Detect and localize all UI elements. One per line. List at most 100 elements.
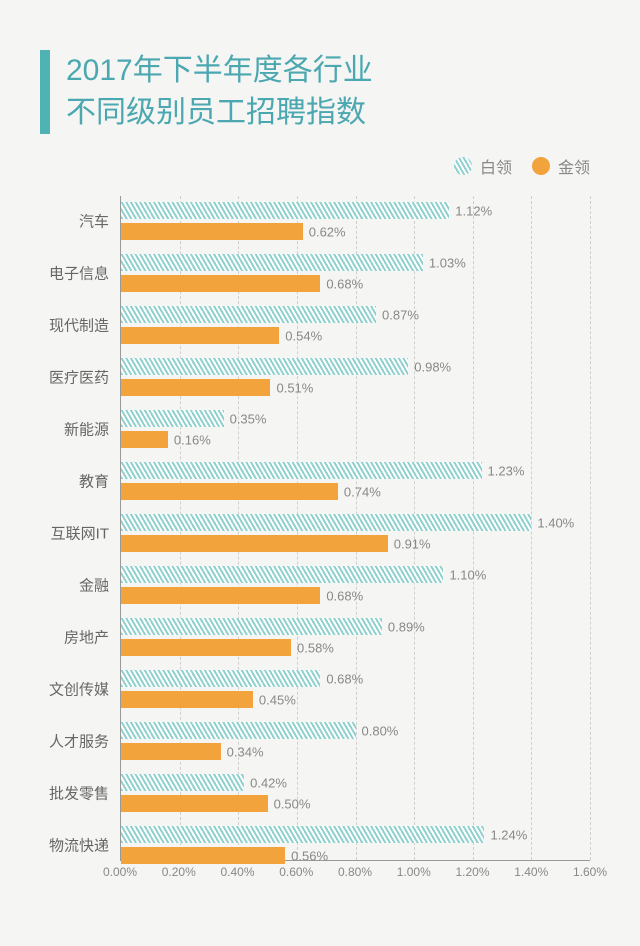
bar-series-b: 0.45% xyxy=(121,691,253,708)
bar-value-a: 0.68% xyxy=(320,671,363,686)
category-label: 电子信息 xyxy=(49,263,121,284)
x-tick-label: 0.00% xyxy=(103,865,137,879)
x-tick-label: 0.60% xyxy=(279,865,313,879)
category-label: 医疗医药 xyxy=(49,367,121,388)
bar-value-b: 0.62% xyxy=(303,224,346,239)
bar-value-b: 0.51% xyxy=(270,380,313,395)
category-label: 人才服务 xyxy=(49,731,121,752)
legend-swatch-hatched-icon xyxy=(454,157,472,175)
bar-series-b: 0.62% xyxy=(121,223,303,240)
bar-series-a: 0.89% xyxy=(121,618,382,635)
category-group: 人才服务0.80%0.34% xyxy=(121,722,590,760)
legend: 白领 金领 xyxy=(40,154,600,178)
bar-series-b: 0.50% xyxy=(121,795,268,812)
bars-container: 汽车1.12%0.62%电子信息1.03%0.68%现代制造0.87%0.54%… xyxy=(121,196,590,860)
x-tick-label: 0.40% xyxy=(220,865,254,879)
category-group: 互联网IT1.40%0.91% xyxy=(121,514,590,552)
x-tick-label: 1.00% xyxy=(397,865,431,879)
category-label: 文创传媒 xyxy=(49,679,121,700)
bar-value-b: 0.16% xyxy=(168,432,211,447)
bar-series-a: 0.42% xyxy=(121,774,244,791)
bar-series-b: 0.34% xyxy=(121,743,221,760)
bar-series-a: 1.10% xyxy=(121,566,443,583)
bar-value-a: 1.40% xyxy=(531,515,574,530)
bar-value-a: 1.23% xyxy=(482,463,525,478)
x-tick-label: 0.20% xyxy=(162,865,196,879)
bar-series-a: 0.98% xyxy=(121,358,408,375)
bar-series-b: 0.68% xyxy=(121,275,320,292)
bar-value-a: 0.35% xyxy=(224,411,267,426)
category-label: 房地产 xyxy=(64,627,121,648)
category-label: 互联网IT xyxy=(51,523,121,544)
bar-series-a: 0.35% xyxy=(121,410,224,427)
bar-value-b: 0.50% xyxy=(268,796,311,811)
bar-value-a: 0.80% xyxy=(356,723,399,738)
category-label: 汽车 xyxy=(79,211,121,232)
category-label: 金融 xyxy=(79,575,121,596)
bar-series-b: 0.58% xyxy=(121,639,291,656)
category-group: 电子信息1.03%0.68% xyxy=(121,254,590,292)
category-label: 现代制造 xyxy=(49,315,121,336)
category-group: 医疗医药0.98%0.51% xyxy=(121,358,590,396)
bar-value-b: 0.58% xyxy=(291,640,334,655)
category-label: 批发零售 xyxy=(49,783,121,804)
bar-value-b: 0.91% xyxy=(388,536,431,551)
category-label: 新能源 xyxy=(64,419,121,440)
chart-area: 汽车1.12%0.62%电子信息1.03%0.68%现代制造0.87%0.54%… xyxy=(120,196,600,886)
category-group: 教育1.23%0.74% xyxy=(121,462,590,500)
legend-item-b: 金领 xyxy=(532,154,590,178)
bar-value-a: 1.03% xyxy=(423,255,466,270)
bar-value-a: 0.89% xyxy=(382,619,425,634)
legend-swatch-solid-icon xyxy=(532,157,550,175)
chart-title: 2017年下半年度各行业 不同级别员工招聘指数 xyxy=(66,50,373,134)
bar-value-a: 1.24% xyxy=(484,827,527,842)
category-group: 批发零售0.42%0.50% xyxy=(121,774,590,812)
bar-value-b: 0.74% xyxy=(338,484,381,499)
gridline xyxy=(590,196,591,860)
legend-item-a: 白领 xyxy=(454,154,512,178)
bar-value-a: 1.12% xyxy=(449,203,492,218)
plot-area: 汽车1.12%0.62%电子信息1.03%0.68%现代制造0.87%0.54%… xyxy=(120,196,590,861)
bar-value-b: 0.34% xyxy=(221,744,264,759)
bar-value-a: 0.87% xyxy=(376,307,419,322)
bar-series-a: 0.87% xyxy=(121,306,376,323)
bar-series-a: 1.23% xyxy=(121,462,482,479)
title-line-1: 2017年下半年度各行业 xyxy=(66,54,373,87)
title-line-2: 不同级别员工招聘指数 xyxy=(66,96,366,129)
bar-series-a: 1.12% xyxy=(121,202,449,219)
title-block: 2017年下半年度各行业 不同级别员工招聘指数 xyxy=(40,50,600,134)
bar-series-b: 0.91% xyxy=(121,535,388,552)
bar-value-b: 0.68% xyxy=(320,276,363,291)
bar-series-a: 1.40% xyxy=(121,514,531,531)
category-group: 物流快递1.24%0.56% xyxy=(121,826,590,864)
x-axis: 0.00%0.20%0.40%0.60%0.80%1.00%1.20%1.40%… xyxy=(120,861,590,886)
category-group: 新能源0.35%0.16% xyxy=(121,410,590,448)
bar-series-b: 0.16% xyxy=(121,431,168,448)
x-tick-label: 1.60% xyxy=(573,865,607,879)
x-tick-label: 0.80% xyxy=(338,865,372,879)
bar-value-b: 0.54% xyxy=(279,328,322,343)
page-root: 2017年下半年度各行业 不同级别员工招聘指数 白领 金领 汽车1.12%0.6… xyxy=(0,0,640,916)
category-group: 金融1.10%0.68% xyxy=(121,566,590,604)
category-label: 物流快递 xyxy=(49,835,121,856)
bar-series-b: 0.54% xyxy=(121,327,279,344)
category-group: 房地产0.89%0.58% xyxy=(121,618,590,656)
category-group: 汽车1.12%0.62% xyxy=(121,202,590,240)
bar-series-a: 0.80% xyxy=(121,722,356,739)
x-tick-label: 1.40% xyxy=(514,865,548,879)
bar-series-b: 0.74% xyxy=(121,483,338,500)
bar-value-a: 1.10% xyxy=(443,567,486,582)
bar-series-a: 0.68% xyxy=(121,670,320,687)
bar-series-a: 1.03% xyxy=(121,254,423,271)
category-group: 文创传媒0.68%0.45% xyxy=(121,670,590,708)
bar-value-a: 0.98% xyxy=(408,359,451,374)
bar-series-a: 1.24% xyxy=(121,826,484,843)
legend-label-a: 白领 xyxy=(480,154,512,178)
title-accent-bar xyxy=(40,50,50,134)
x-tick-label: 1.20% xyxy=(455,865,489,879)
legend-label-b: 金领 xyxy=(558,154,590,178)
bar-series-b: 0.68% xyxy=(121,587,320,604)
bar-value-a: 0.42% xyxy=(244,775,287,790)
category-group: 现代制造0.87%0.54% xyxy=(121,306,590,344)
category-label: 教育 xyxy=(79,471,121,492)
